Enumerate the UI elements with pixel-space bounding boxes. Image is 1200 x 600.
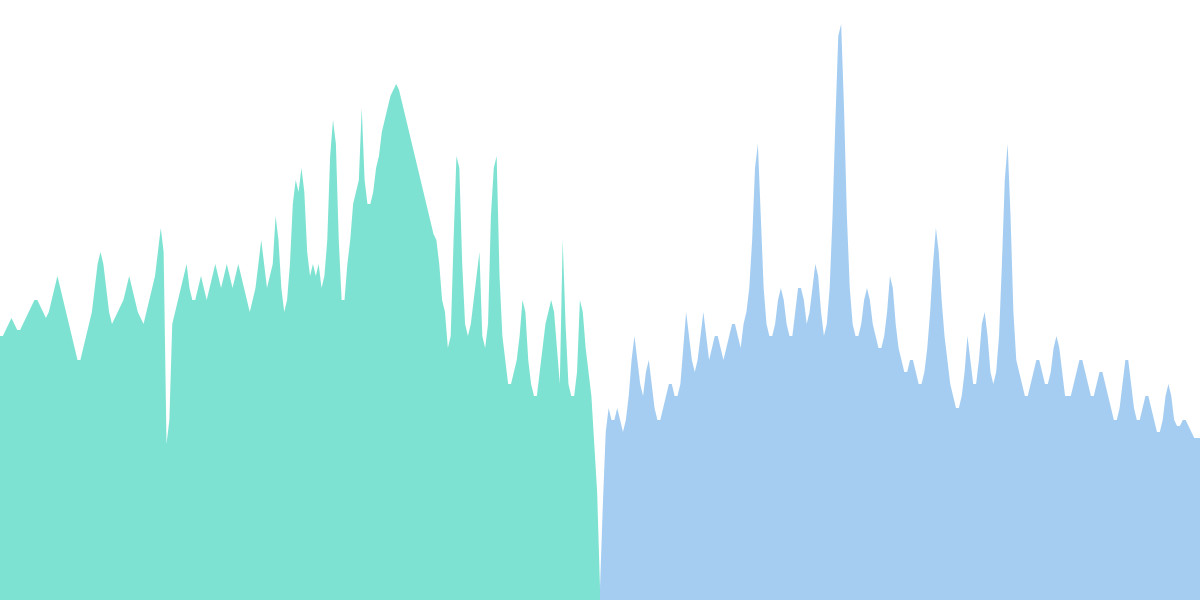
- area-chart: [0, 0, 1200, 600]
